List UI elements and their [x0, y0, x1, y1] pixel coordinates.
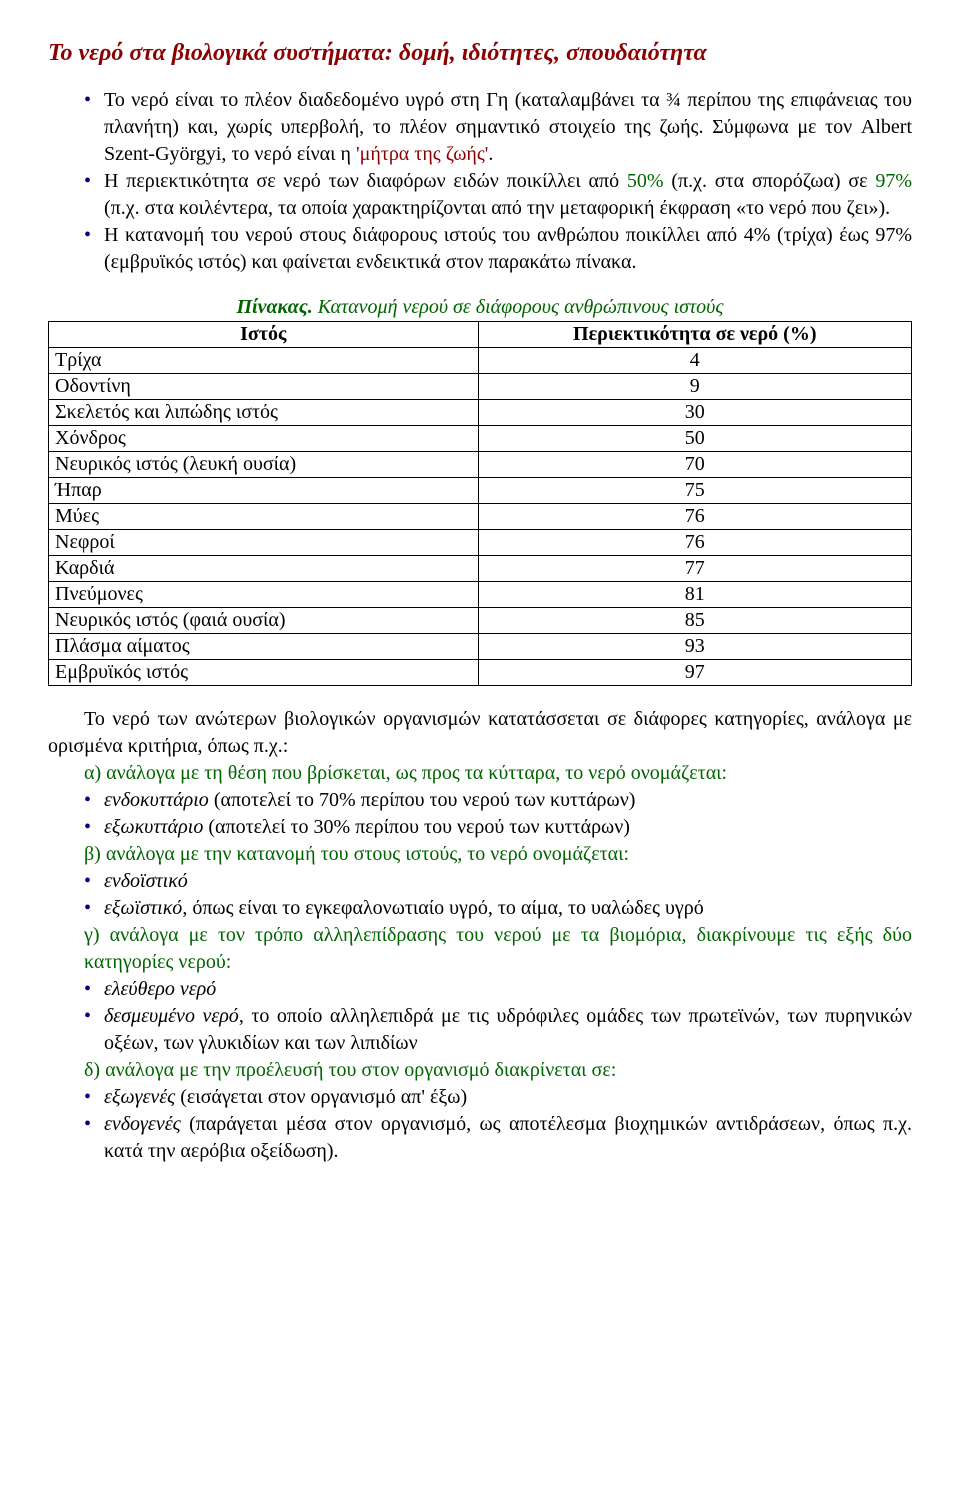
- list-item: δεσμευμένο νερό, το οποίο αλληλεπιδρά με…: [48, 1003, 912, 1057]
- table-header-row: Ιστός Περιεκτικότητα σε νερό (%): [49, 322, 912, 348]
- table-cell-value: 97: [478, 660, 911, 686]
- sub-list-b: ενδοϊστικό εξωϊστικό, όπως είναι το εγκε…: [48, 868, 912, 922]
- category-d: δ) ανάλογα με την προέλευσή του στον οργ…: [48, 1057, 912, 1084]
- list-item: εξωϊστικό, όπως είναι το εγκεφαλονωτιαίο…: [48, 895, 912, 922]
- item-desc: (αποτελεί το 30% περίπου του νερού των κ…: [203, 816, 630, 838]
- table-cell-label: Χόνδρος: [49, 426, 479, 452]
- table-row: Σκελετός και λιπώδης ιστός30: [49, 400, 912, 426]
- bullet-highlight: 97%: [875, 170, 912, 192]
- category-a: α) ανάλογα με τη θέση που βρίσκεται, ως …: [48, 760, 912, 787]
- bullet-text: (π.χ. στα σπορόζωα) σε: [664, 170, 876, 192]
- table-body: Τρίχα4 Οδοντίνη9 Σκελετός και λιπώδης ισ…: [49, 348, 912, 686]
- sub-list-c: ελεύθερο νερό δεσμευμένο νερό, το οποίο …: [48, 976, 912, 1057]
- table-caption: Πίνακας. Κατανομή νερού σε διάφορους ανθ…: [48, 296, 912, 319]
- table-row: Χόνδρος50: [49, 426, 912, 452]
- table-cell-label: Σκελετός και λιπώδης ιστός: [49, 400, 479, 426]
- table-header-cell: Ιστός: [49, 322, 479, 348]
- bullet-item: Η περιεκτικότητα σε νερό των διαφόρων ει…: [48, 168, 912, 222]
- table-cell-value: 85: [478, 608, 911, 634]
- table-cell-label: Ήπαρ: [49, 478, 479, 504]
- bullet-text: .: [488, 143, 493, 165]
- table-cell-value: 81: [478, 582, 911, 608]
- table-cell-label: Νευρικός ιστός (λευκή ουσία): [49, 452, 479, 478]
- table-cell-label: Καρδιά: [49, 556, 479, 582]
- item-term: ενδοκυττάριο: [104, 789, 209, 811]
- table-cell-label: Οδοντίνη: [49, 374, 479, 400]
- table-cell-label: Πνεύμονες: [49, 582, 479, 608]
- table-row: Πνεύμονες81: [49, 582, 912, 608]
- table-cell-value: 50: [478, 426, 911, 452]
- table-row: Οδοντίνη9: [49, 374, 912, 400]
- table-row: Νεφροί76: [49, 530, 912, 556]
- table-cell-label: Πλάσμα αίματος: [49, 634, 479, 660]
- intro-bullet-list: Το νερό είναι το πλέον διαδεδομένο υγρό …: [48, 87, 912, 276]
- bullet-item: Το νερό είναι το πλέον διαδεδομένο υγρό …: [48, 87, 912, 168]
- table-cell-label: Νευρικός ιστός (φαιά ουσία): [49, 608, 479, 634]
- table-row: Τρίχα4: [49, 348, 912, 374]
- table-cell-value: 93: [478, 634, 911, 660]
- list-item: ενδοϊστικό: [48, 868, 912, 895]
- item-desc: (αποτελεί το 70% περίπου του νερού των κ…: [209, 789, 636, 811]
- caption-rest: Κατανομή νερού σε διάφορους ανθρώπινους …: [313, 296, 724, 318]
- table-cell-value: 70: [478, 452, 911, 478]
- table-cell-value: 9: [478, 374, 911, 400]
- table-cell-value: 30: [478, 400, 911, 426]
- table-row: Νευρικός ιστός (λευκή ουσία)70: [49, 452, 912, 478]
- caption-lead: Πίνακας.: [237, 296, 313, 318]
- table-cell-value: 76: [478, 530, 911, 556]
- table-cell-value: 4: [478, 348, 911, 374]
- table-cell-value: 76: [478, 504, 911, 530]
- item-term: ενδογενές: [104, 1113, 181, 1135]
- bullet-text: Η περιεκτικότητα σε νερό των διαφόρων ει…: [104, 170, 627, 192]
- bullet-text: (π.χ. στα κοιλέντερα, τα οποία χαρακτηρί…: [104, 197, 890, 219]
- item-term: εξωκυττάριο: [104, 816, 203, 838]
- list-item: ενδογενές (παράγεται μέσα στον οργανισμό…: [48, 1111, 912, 1165]
- list-item: ελεύθερο νερό: [48, 976, 912, 1003]
- list-item: εξωγενές (εισάγεται στον οργανισμό απ' έ…: [48, 1084, 912, 1111]
- item-term: ενδοϊστικό: [104, 870, 188, 892]
- list-item: ενδοκυττάριο (αποτελεί το 70% περίπου το…: [48, 787, 912, 814]
- table-row: Εμβρυϊκός ιστός97: [49, 660, 912, 686]
- table-header-cell: Περιεκτικότητα σε νερό (%): [478, 322, 911, 348]
- water-distribution-table: Ιστός Περιεκτικότητα σε νερό (%) Τρίχα4 …: [48, 321, 912, 686]
- table-cell-value: 77: [478, 556, 911, 582]
- item-term: ελεύθερο νερό: [104, 978, 216, 1000]
- bullet-item: Η κατανομή του νερού στους διάφορους ιστ…: [48, 222, 912, 276]
- sub-list-a: ενδοκυττάριο (αποτελεί το 70% περίπου το…: [48, 787, 912, 841]
- table-cell-label: Μύες: [49, 504, 479, 530]
- paragraph: Το νερό των ανώτερων βιολογικών οργανισμ…: [48, 706, 912, 760]
- list-item: εξωκυττάριο (αποτελεί το 30% περίπου του…: [48, 814, 912, 841]
- table-cell-label: Εμβρυϊκός ιστός: [49, 660, 479, 686]
- table-cell-label: Τρίχα: [49, 348, 479, 374]
- page-title: Το νερό στα βιολογικά συστήματα: δομή, ι…: [48, 40, 912, 67]
- category-b: β) ανάλογα με την κατανομή του στους ιστ…: [48, 841, 912, 868]
- item-term: εξωγενές: [104, 1086, 175, 1108]
- item-desc: , όπως είναι το εγκεφαλονωτιαίο υγρό, το…: [182, 897, 703, 919]
- table-row: Ήπαρ75: [49, 478, 912, 504]
- bullet-highlight: 'μήτρα της ζωής': [356, 143, 488, 165]
- sub-list-d: εξωγενές (εισάγεται στον οργανισμό απ' έ…: [48, 1084, 912, 1165]
- table-cell-value: 75: [478, 478, 911, 504]
- item-desc: (εισάγεται στον οργανισμό απ' έξω): [175, 1086, 467, 1108]
- item-term: δεσμευμένο νερό: [104, 1005, 239, 1027]
- bullet-text: Η κατανομή του νερού στους διάφορους ιστ…: [104, 224, 912, 273]
- item-desc: (παράγεται μέσα στον οργανισμό, ως αποτέ…: [104, 1113, 912, 1162]
- table-row: Μύες76: [49, 504, 912, 530]
- category-c: γ) ανάλογα με τον τρόπο αλληλεπίδρασης τ…: [48, 922, 912, 976]
- item-term: εξωϊστικό: [104, 897, 182, 919]
- table-row: Πλάσμα αίματος93: [49, 634, 912, 660]
- table-cell-label: Νεφροί: [49, 530, 479, 556]
- bullet-highlight: 50%: [627, 170, 664, 192]
- table-row: Νευρικός ιστός (φαιά ουσία)85: [49, 608, 912, 634]
- bullet-text: Το νερό είναι το πλέον διαδεδομένο υγρό …: [104, 89, 912, 165]
- table-row: Καρδιά77: [49, 556, 912, 582]
